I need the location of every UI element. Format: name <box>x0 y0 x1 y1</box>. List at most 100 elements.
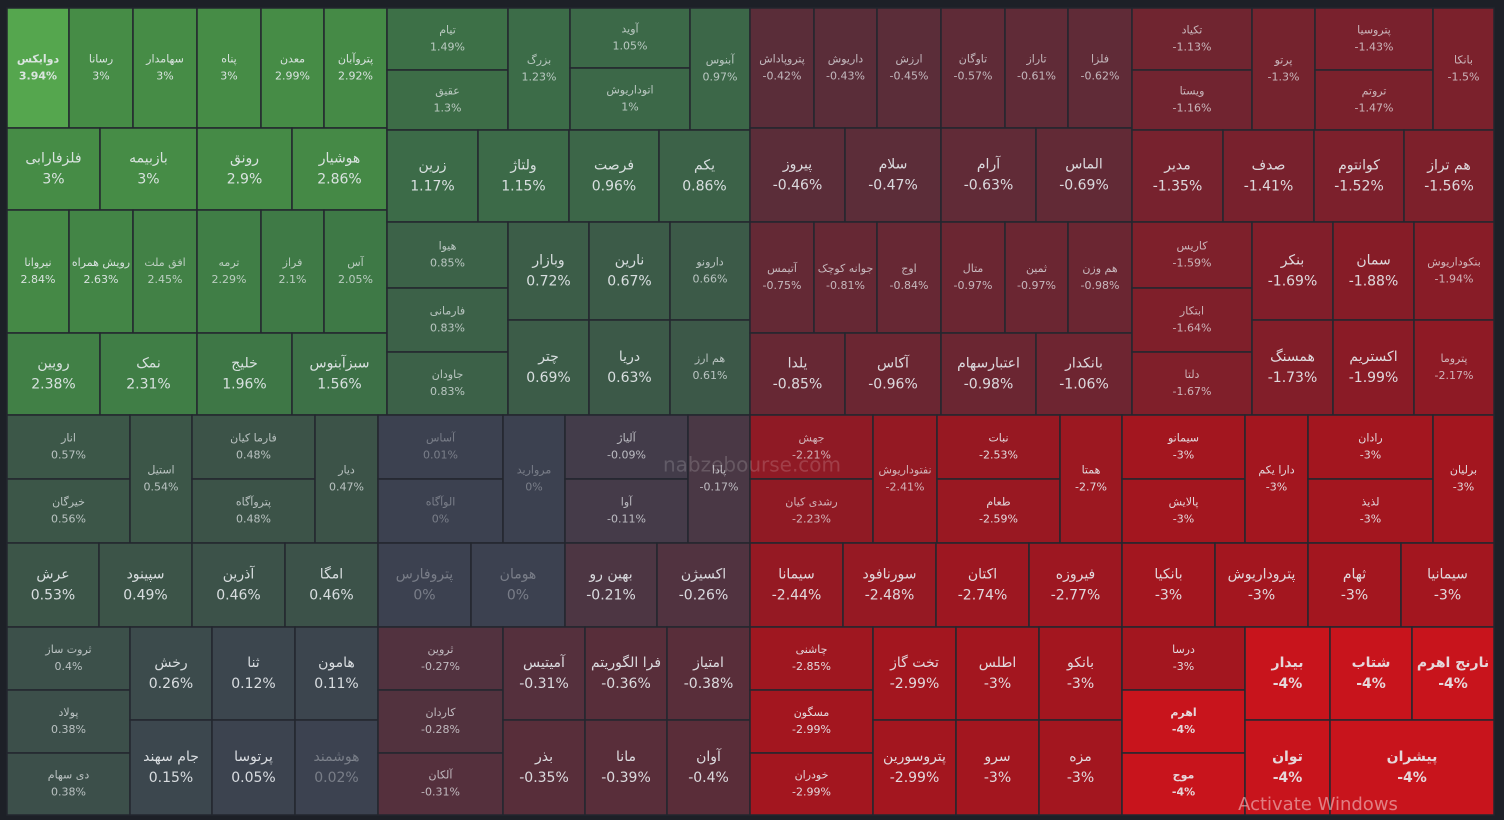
tile-value-label: 2.29% <box>212 273 247 286</box>
tile-name: عرش <box>36 567 69 583</box>
tile-name: اکسیژن <box>681 567 726 583</box>
tile <box>314 414 379 544</box>
tile <box>507 319 590 416</box>
tile <box>377 542 472 628</box>
tile-value-label: -3% <box>1266 481 1287 494</box>
tile <box>813 221 878 334</box>
tile <box>844 332 942 416</box>
tile <box>569 67 691 131</box>
tile-name: چتر <box>537 349 559 365</box>
tile-value-label: 0.47% <box>329 481 364 494</box>
tile <box>584 719 668 816</box>
tile-name: سلام <box>879 157 908 173</box>
tile-name: فلزا <box>1091 53 1109 66</box>
tile-name: فراز <box>282 256 303 269</box>
tile-name: سیمانا <box>778 567 814 583</box>
tile-value-label: 0.38% <box>51 723 86 736</box>
tile <box>876 7 942 129</box>
tile-name: هوشمند <box>313 749 359 765</box>
tile <box>477 129 570 223</box>
tile-name: لذیذ <box>1362 496 1380 509</box>
tile <box>1432 414 1495 544</box>
tile-value-label: -0.36% <box>601 676 651 692</box>
tile-name: اوج <box>901 262 916 275</box>
tile-name: شتاب <box>1352 655 1391 671</box>
tile <box>323 209 388 334</box>
tile-name: نمک <box>136 356 161 372</box>
tile-name: هامون <box>318 655 355 671</box>
tile-name: پیروز <box>782 157 812 173</box>
tile <box>1131 287 1253 353</box>
tile-name: دارونو <box>695 256 723 269</box>
tile <box>1004 221 1069 334</box>
tile <box>1403 129 1495 223</box>
tile-value-label: 2.31% <box>126 377 170 393</box>
tile-value-label: -2.99% <box>792 786 831 799</box>
tile <box>656 542 751 628</box>
tile <box>936 478 1061 544</box>
tile-name: امگا <box>320 566 343 583</box>
tile-name: هومان <box>500 567 537 583</box>
tile-value-label: 0% <box>432 513 449 526</box>
tile <box>502 626 586 721</box>
tile-value-label: -0.31% <box>519 676 569 692</box>
tile-value-label: -1.47% <box>1355 102 1394 115</box>
tile <box>1038 719 1123 816</box>
tile-value-label: -3% <box>1067 770 1094 786</box>
tile-value-label: 2.38% <box>31 377 75 393</box>
tile-name: مسگون <box>794 706 830 719</box>
tile-value-label: -4% <box>1172 786 1195 799</box>
tile-value-label: -3% <box>1155 588 1182 604</box>
tile <box>1413 221 1495 321</box>
tile-name: تخت گاز <box>889 654 939 671</box>
tile-name: آساس <box>426 431 456 445</box>
tile-value-label: 0% <box>507 588 529 604</box>
tile-value-label: 2.05% <box>338 273 373 286</box>
tile-name: آوا <box>621 495 633 509</box>
tile-value-label: -2.44% <box>772 588 822 604</box>
tile <box>955 626 1040 721</box>
tile-name: اطلس <box>979 655 1017 671</box>
tile-name: ترمه <box>219 256 240 269</box>
tile-value-label: 3% <box>137 172 159 188</box>
tile-name: دوایکس <box>17 53 60 66</box>
tile-value-label: -0.63% <box>964 178 1014 194</box>
tile-name: پتروسیا <box>1357 24 1391 37</box>
tile-value-label: -2.23% <box>792 513 831 526</box>
tile <box>1121 414 1246 480</box>
tile-name: فیروزه <box>1056 567 1096 583</box>
tile-value-label: -0.17% <box>700 481 739 494</box>
tile-name: عقیق <box>435 85 460 99</box>
tile <box>1432 7 1495 131</box>
tile <box>749 332 846 416</box>
tile-name: سمان <box>1356 253 1390 269</box>
tile-name: کاریس <box>1177 240 1209 253</box>
tile <box>1214 542 1309 628</box>
tile <box>1131 69 1253 131</box>
tile-value-label: 0.83% <box>430 385 465 398</box>
tile-name: بزرگ <box>527 54 551 67</box>
tile-value-label: 1.49% <box>430 41 465 54</box>
tile-name: چاشنی <box>796 643 828 656</box>
tile-name: پتروما <box>1440 352 1467 365</box>
tile <box>129 719 213 816</box>
tile <box>196 209 262 334</box>
tile-name: سورنافود <box>862 567 916 583</box>
tile-value-label: -1.06% <box>1059 377 1109 393</box>
tile-value-label: -0.28% <box>421 723 460 736</box>
tile-name: رویین <box>37 356 69 372</box>
tile-value-label: -3% <box>1360 449 1381 462</box>
tile <box>6 332 101 416</box>
tile-name: برلیان <box>1450 464 1477 477</box>
tile-name: خودران <box>795 769 829 782</box>
tile-value-label: 1.56% <box>317 377 361 393</box>
tile-name: ثمین <box>1026 262 1047 275</box>
tile <box>1332 319 1415 416</box>
tile <box>1067 221 1133 334</box>
tile-value-label: -3% <box>1341 588 1368 604</box>
tile-name: آرام <box>977 156 1001 173</box>
tile-name: سیمانیا <box>1427 567 1468 583</box>
tile-name: رادان <box>1358 432 1382 445</box>
tile <box>666 626 751 721</box>
tile <box>689 7 751 131</box>
